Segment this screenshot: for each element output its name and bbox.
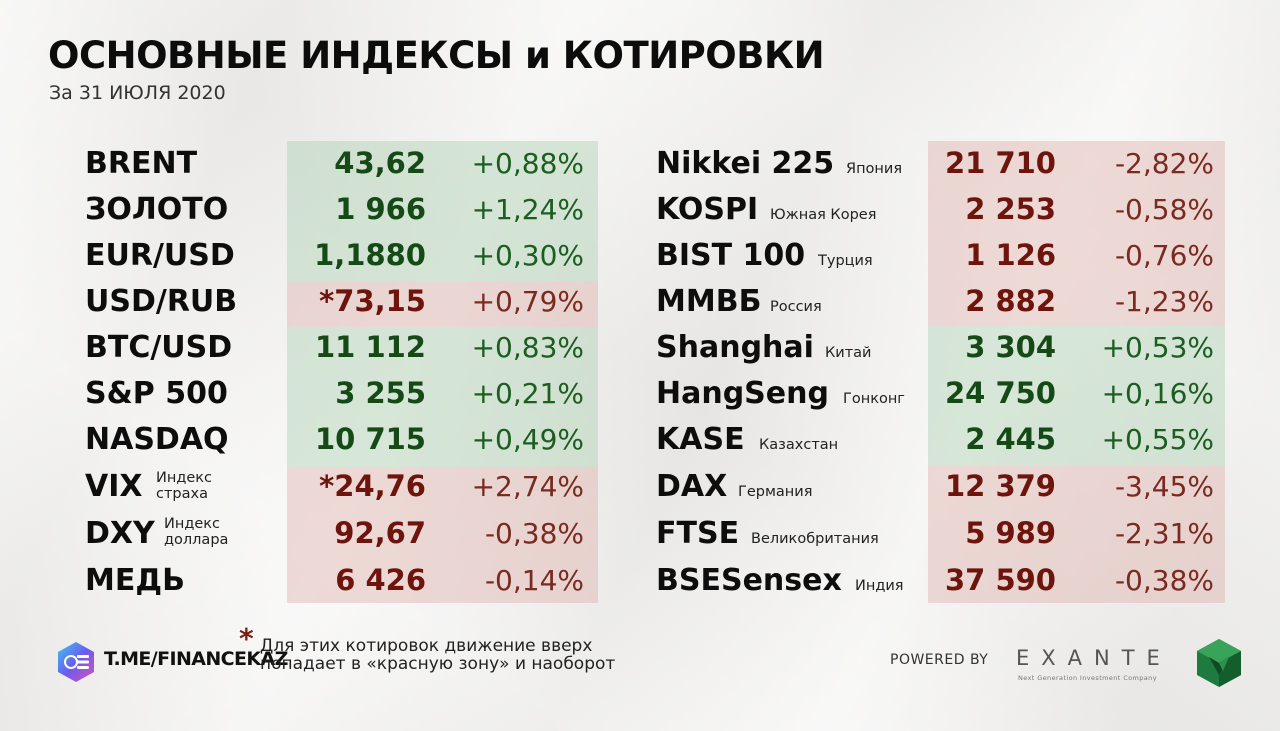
footnote-text: Для этих котировок движение вверх попада… (260, 636, 616, 674)
index-value: 12 379 (945, 469, 1056, 503)
index-value: 21 710 (945, 146, 1056, 180)
quote-name: BTC/USD (85, 330, 233, 365)
quote-name: EUR/USD (85, 238, 235, 273)
quote-value: 11 112 (315, 330, 426, 364)
index-country: Япония (846, 161, 903, 177)
quote-name: BRENT (85, 146, 198, 181)
index-change: -1,23% (1114, 285, 1214, 318)
powered-by-label: POWERED BY (890, 652, 989, 668)
index-value: 1 126 (965, 238, 1056, 272)
index-change: -2,82% (1114, 147, 1214, 180)
left-band-negative-1 (287, 281, 598, 327)
right-band-positive-1 (928, 326, 1225, 466)
quote-note-line2: страха (156, 486, 208, 502)
page-title: ОСНОВНЫЕ ИНДЕКСЫ и КОТИРОВКИ (48, 34, 825, 77)
quote-value: 92,67 (334, 516, 426, 550)
index-country: Казахстан (759, 437, 839, 453)
quote-change: +0,83% (471, 331, 584, 364)
index-value: 3 304 (965, 330, 1056, 364)
quote-change: +1,24% (471, 193, 584, 226)
quote-name: VIX (85, 469, 143, 504)
index-value: 2 882 (965, 284, 1056, 318)
quote-note: Индекс доллара (164, 516, 228, 548)
telegram-channel-link[interactable]: T.ME/FINANCEKAZ (104, 648, 288, 670)
quote-change: +0,49% (471, 423, 584, 456)
quote-change: +0,30% (471, 239, 584, 272)
index-value: 37 590 (945, 563, 1056, 597)
left-band-positive-1 (287, 141, 598, 281)
exante-tagline: Next Generation Investment Company (1018, 674, 1157, 682)
index-value: 2 253 (965, 192, 1056, 226)
footnote-asterisk: * (239, 622, 254, 655)
index-name: KOSPI (656, 192, 759, 227)
index-change: -0,38% (1114, 564, 1214, 597)
index-name: DAX (656, 469, 728, 504)
quote-change: +0,79% (471, 285, 584, 318)
quote-value: 6 426 (335, 563, 426, 597)
quote-name: ЗОЛОТО (85, 192, 229, 227)
quote-change: +2,74% (471, 470, 584, 503)
index-change: +0,53% (1101, 331, 1214, 364)
quote-value: *24,76 (319, 469, 426, 503)
index-country: Великобритания (751, 531, 879, 547)
index-name: BIST 100 (656, 238, 806, 273)
index-change: +0,55% (1101, 423, 1214, 456)
index-name: KASE (656, 422, 745, 457)
index-value: 24 750 (945, 376, 1056, 410)
index-value: 5 989 (965, 516, 1056, 550)
quote-name: S&P 500 (85, 376, 228, 411)
quote-change: -0,14% (484, 564, 584, 597)
index-name: Nikkei 225 (656, 146, 835, 181)
index-value: 2 445 (965, 422, 1056, 456)
exante-logo-icon (1197, 639, 1241, 687)
quote-name: МЕДЬ (85, 563, 185, 598)
index-country: Россия (770, 299, 822, 315)
quote-note-line1: Индекс (164, 516, 221, 532)
quote-note-line1: Индекс (156, 470, 213, 486)
index-country: Южная Корея (770, 207, 877, 223)
quote-change: -0,38% (484, 517, 584, 550)
quote-note-line2: доллара (164, 532, 229, 548)
quote-name: NASDAQ (85, 422, 229, 457)
exante-wordmark: EXANTE (1016, 646, 1172, 670)
quote-value: 3 255 (335, 376, 426, 410)
quote-change: +0,21% (471, 377, 584, 410)
index-country: Турция (818, 253, 873, 269)
index-name: Shanghai (656, 330, 814, 365)
index-change: -2,31% (1114, 517, 1214, 550)
index-name: FTSE (656, 516, 740, 551)
quote-value: 1,1880 (314, 238, 426, 272)
quote-value: 43,62 (334, 146, 426, 180)
index-country: Германия (738, 484, 813, 500)
quote-value: 1 966 (335, 192, 426, 226)
quote-name: DXY (85, 516, 155, 551)
index-name: HangSeng (656, 376, 829, 411)
index-country: Индия (855, 578, 904, 594)
index-change: -0,76% (1114, 239, 1214, 272)
index-name: ММВБ (656, 284, 762, 319)
right-band-negative-1 (928, 141, 1225, 326)
quote-value: *73,15 (319, 284, 426, 318)
quote-change: +0,88% (471, 147, 584, 180)
index-country: Гонконг (843, 391, 905, 407)
financekaz-logo-icon (58, 642, 94, 682)
index-name: BSESensex (656, 563, 842, 598)
right-band-negative-2 (928, 466, 1225, 603)
index-change: -3,45% (1114, 470, 1214, 503)
page-date: За 31 ИЮЛЯ 2020 (49, 82, 226, 104)
index-change: -0,58% (1114, 193, 1214, 226)
left-band-negative-2 (287, 467, 598, 603)
index-change: +0,16% (1101, 377, 1214, 410)
index-country: Китай (825, 345, 872, 361)
left-band-positive-2 (287, 327, 598, 467)
quote-name: USD/RUB (85, 284, 238, 319)
quote-note: Индекс страха (156, 470, 212, 502)
quote-value: 10 715 (315, 422, 426, 456)
